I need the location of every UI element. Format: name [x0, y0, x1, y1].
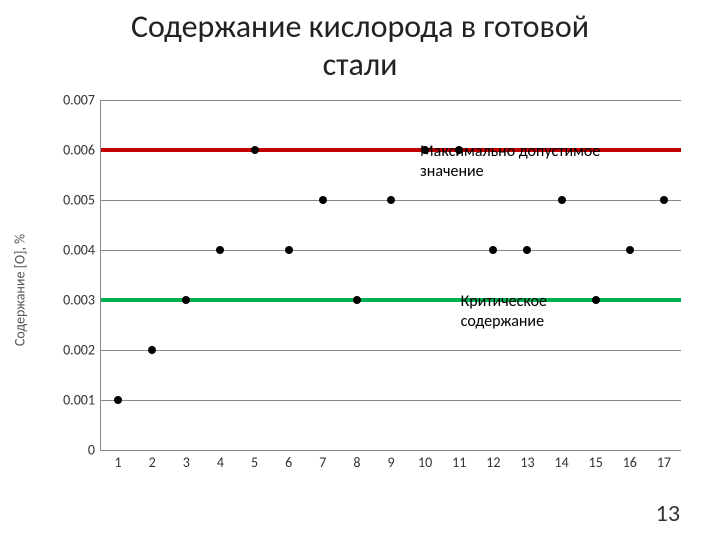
title-line2: стали [323, 45, 398, 84]
x-tick-label: 16 [623, 454, 637, 471]
data-point [660, 196, 668, 204]
chart-title: Содержание кислорода в готовой стали [0, 8, 720, 84]
plot-outer: 1234567891011121314151617 00.0010.0020.0… [100, 100, 680, 450]
y-tick-label: 0 [88, 442, 101, 459]
data-point [592, 296, 600, 304]
x-tick-label: 6 [285, 454, 292, 471]
x-tick-label: 3 [183, 454, 190, 471]
reference-line-label: Критическоесодержание [461, 292, 547, 332]
x-tick-label: 17 [657, 454, 671, 471]
x-tick-label: 9 [387, 454, 394, 471]
y-tick-label: 0.007 [63, 92, 101, 109]
data-point [114, 396, 122, 404]
x-tick-label: 13 [520, 454, 534, 471]
page-number: 13 [656, 499, 680, 528]
data-point [626, 246, 634, 254]
y-tick-label: 0.006 [63, 142, 101, 159]
data-point [387, 196, 395, 204]
x-tick-label: 7 [319, 454, 326, 471]
gridline [101, 100, 681, 101]
gridline [101, 250, 681, 251]
x-tick-label: 11 [452, 454, 466, 471]
data-point [216, 246, 224, 254]
y-tick-label: 0.001 [63, 392, 101, 409]
chart: Содержание [O], % 1234567891011121314151… [30, 100, 690, 480]
x-tick-label: 5 [251, 454, 258, 471]
gridline [101, 400, 681, 401]
data-point [319, 196, 327, 204]
x-tick-label: 15 [589, 454, 603, 471]
data-point [148, 346, 156, 354]
x-tick-label: 2 [149, 454, 156, 471]
y-tick-label: 0.005 [63, 192, 101, 209]
slide: { "title_line1": "Содержание кислорода в… [0, 0, 720, 540]
title-line1: Содержание кислорода в готовой [131, 7, 589, 46]
data-point [182, 296, 190, 304]
x-tick-label: 10 [418, 454, 432, 471]
y-tick-label: 0.002 [63, 342, 101, 359]
data-point [251, 146, 259, 154]
x-tick-label: 8 [353, 454, 360, 471]
data-point [285, 246, 293, 254]
gridline [101, 350, 681, 351]
x-tick-label: 14 [554, 454, 568, 471]
data-point [421, 146, 429, 154]
y-tick-label: 0.004 [63, 242, 101, 259]
y-axis-label: Содержание [O], % [12, 234, 29, 346]
data-point [353, 296, 361, 304]
x-tick-label: 1 [114, 454, 121, 471]
data-point [455, 146, 463, 154]
data-point [489, 246, 497, 254]
reference-line-label: Максимально допустимоезначение [420, 142, 600, 182]
data-point [558, 196, 566, 204]
x-tick-label: 4 [217, 454, 224, 471]
data-point [523, 246, 531, 254]
plot-area: 1234567891011121314151617 00.0010.0020.0… [100, 100, 681, 451]
y-tick-label: 0.003 [63, 292, 101, 309]
x-tick-label: 12 [486, 454, 500, 471]
